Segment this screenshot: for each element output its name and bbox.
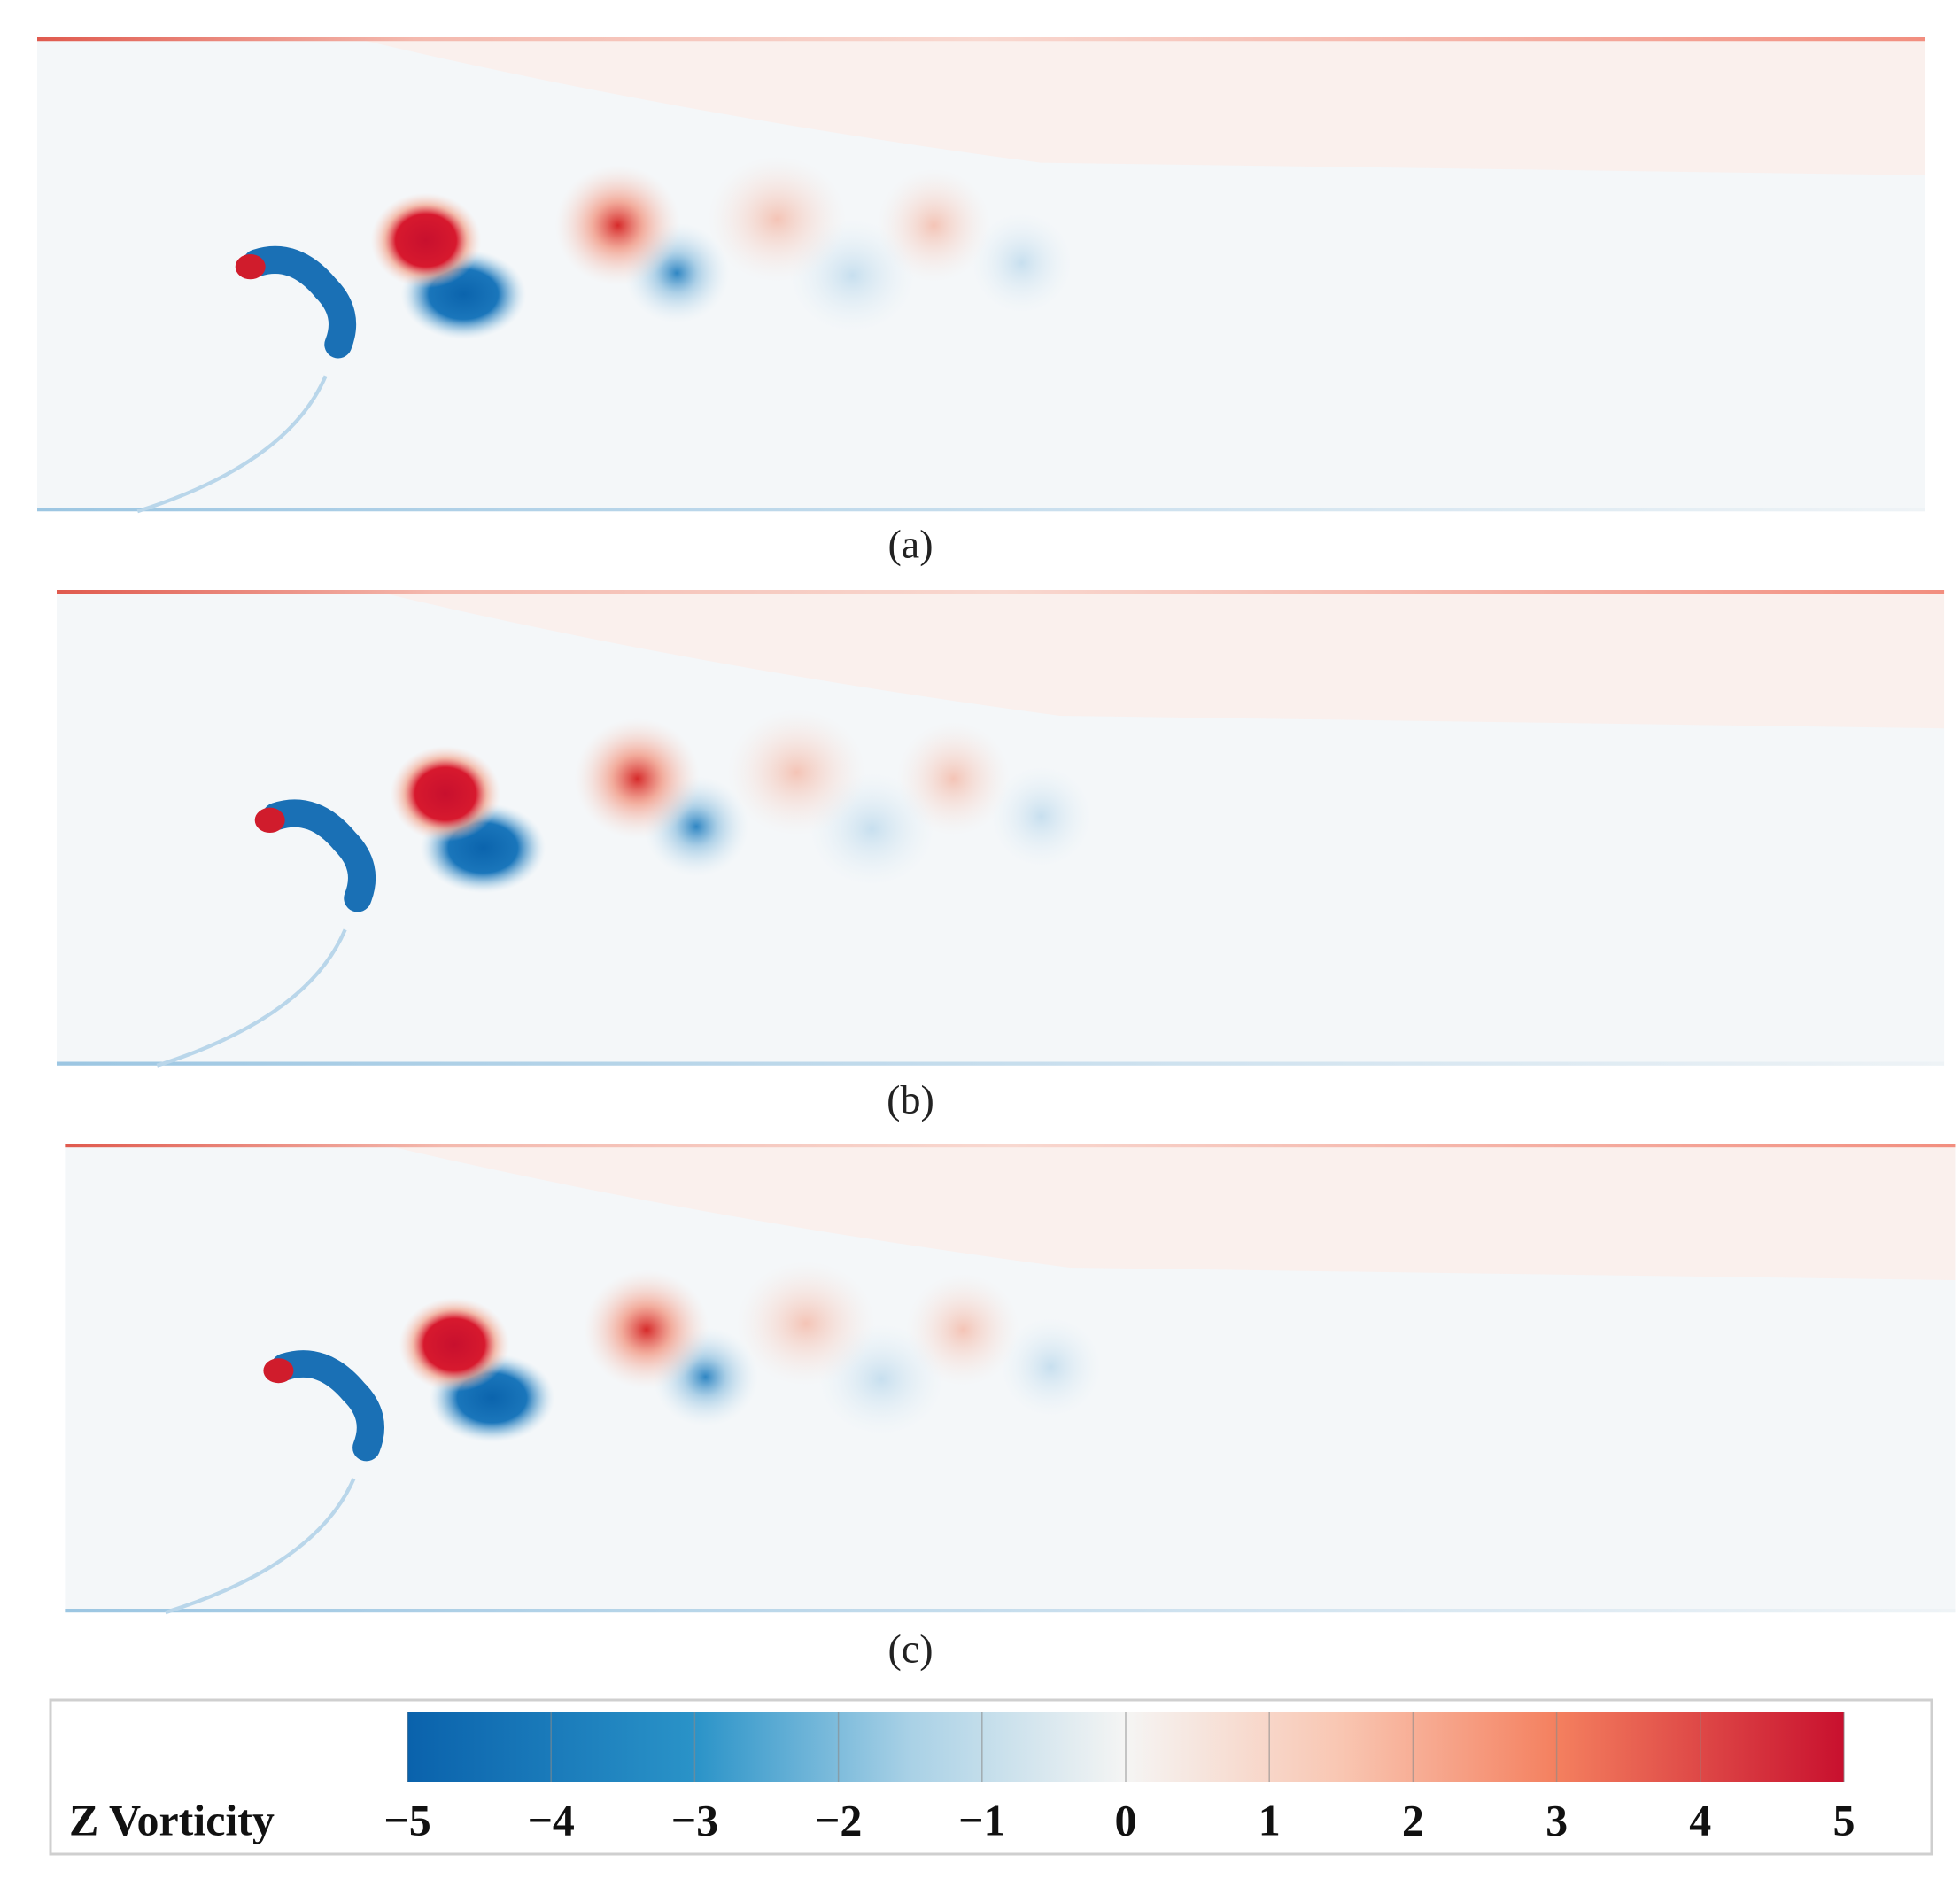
colorbar-title: Z Vorticity [69, 1795, 275, 1844]
colorbar-tick-label: 1 [1259, 1795, 1281, 1844]
colorbar-tick-label: −1 [958, 1795, 1006, 1844]
colorbar-tick-label: 0 [1115, 1795, 1137, 1844]
panel-label: (c) [887, 1627, 933, 1672]
colorbar-ticks: −5 −4 −3 −2 −1 0 1 2 3 4 5 [383, 1712, 1855, 1844]
colorbar-tick-label: −3 [671, 1795, 719, 1844]
panel-c [65, 1144, 1955, 1612]
colorbar-tick-label: −5 [383, 1795, 431, 1844]
colorbar-tick-label: 2 [1402, 1795, 1424, 1844]
panel-label: (a) [887, 522, 933, 567]
colorbar-tick-label: 4 [1689, 1795, 1711, 1844]
colorbar-tick-label: −2 [815, 1795, 863, 1844]
panel-label: (b) [887, 1077, 934, 1122]
panel-b [57, 590, 1944, 1066]
panel-a [37, 37, 1925, 511]
colorbar-tick-label: 3 [1546, 1795, 1568, 1844]
colorbar-tick-label: 5 [1833, 1795, 1855, 1844]
colorbar-tick-label: −4 [527, 1795, 575, 1844]
